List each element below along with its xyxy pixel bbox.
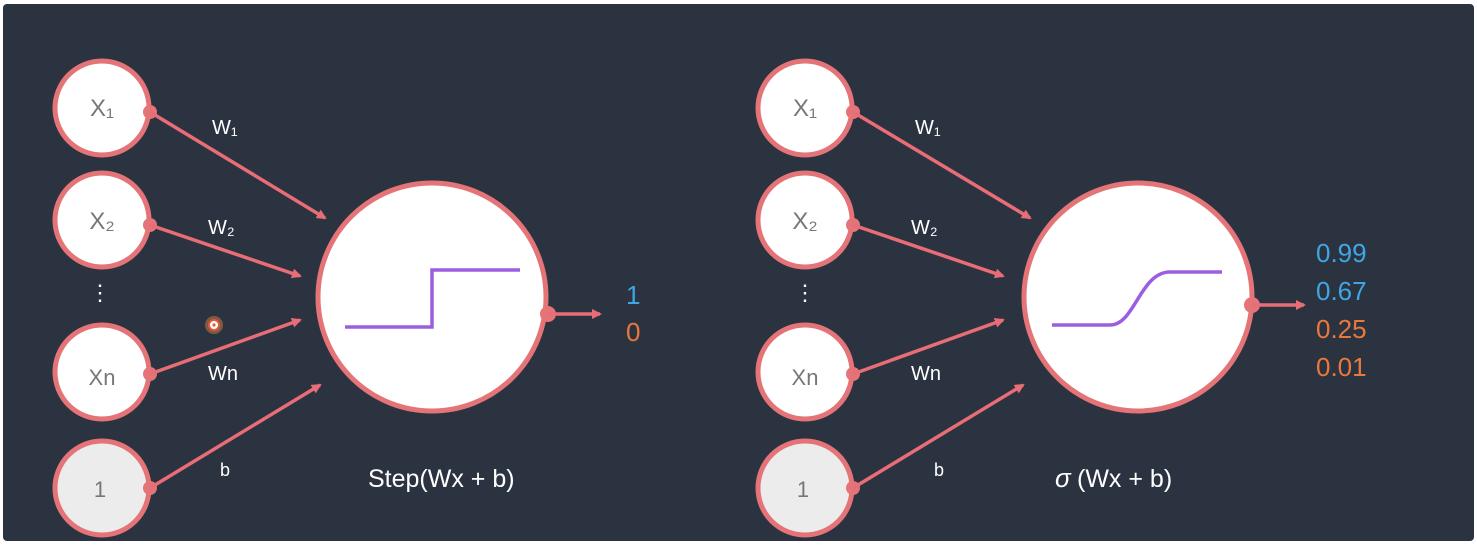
input-node-label: X₂ bbox=[792, 208, 817, 235]
bias-node-label: 1 bbox=[797, 477, 809, 502]
input-node-xn: Xn bbox=[755, 322, 860, 422]
activation-neuron bbox=[315, 180, 556, 414]
output-values: 0.99 0.67 0.25 0.01 bbox=[1316, 238, 1367, 382]
input-node-x1: X₁ bbox=[52, 58, 157, 158]
input-node-label: Xn bbox=[792, 365, 819, 390]
ellipsis-dots: ⋮ bbox=[89, 280, 111, 305]
bias-node: 1 bbox=[52, 438, 157, 538]
output-value-orange: 0.01 bbox=[1316, 352, 1367, 382]
output-value-blue: 0.99 bbox=[1316, 238, 1367, 268]
output-value-orange: 0.25 bbox=[1316, 314, 1367, 344]
weight-label-wn: Wn bbox=[911, 363, 941, 385]
function-label: (Wx + b) bbox=[1077, 465, 1172, 493]
input-node-label: X₁ bbox=[793, 95, 817, 122]
ellipsis-dots: ⋮ bbox=[794, 280, 816, 305]
weight-label-b: b bbox=[220, 460, 230, 480]
input-arrow bbox=[852, 223, 1005, 279]
weight-label-wn: Wn bbox=[208, 363, 238, 385]
step-function-icon bbox=[345, 268, 520, 329]
input-node-x2: X₂ bbox=[52, 170, 157, 270]
sigmoid-perceptron: X₁ X₂ ⋮ Xn 1 W₁ bbox=[755, 58, 1367, 538]
output-value-orange: 0 bbox=[626, 317, 640, 347]
input-node-label: X₂ bbox=[89, 208, 114, 235]
input-arrow bbox=[149, 318, 302, 376]
input-arrow bbox=[149, 223, 302, 279]
input-node-x2: X₂ bbox=[755, 170, 860, 270]
input-node-label: X₁ bbox=[90, 95, 114, 122]
activation-neuron bbox=[1021, 180, 1260, 414]
output-value-blue: 1 bbox=[626, 280, 640, 310]
output-value-blue: 0.67 bbox=[1316, 276, 1367, 306]
weight-label-w2: W₂ bbox=[911, 217, 938, 239]
weight-label-w1: W₁ bbox=[915, 117, 941, 139]
input-arrow bbox=[852, 383, 1025, 490]
output-values: 10 bbox=[626, 280, 640, 347]
weight-label-b: b bbox=[934, 460, 944, 480]
function-label: Step(Wx + b) bbox=[368, 465, 515, 493]
input-arrow bbox=[149, 110, 327, 220]
step-perceptron: X₁ X₂ ⋮ Xn 1 bbox=[52, 58, 640, 538]
input-node-xn: Xn bbox=[52, 322, 157, 422]
input-node-x1: X₁ bbox=[755, 58, 860, 158]
input-arrow bbox=[149, 383, 322, 490]
sigma-symbol: σ bbox=[1055, 463, 1072, 493]
sigmoid-function-icon bbox=[1052, 270, 1222, 327]
weight-label-w2: W₂ bbox=[208, 217, 235, 239]
bias-node-label: 1 bbox=[94, 477, 106, 502]
bias-node: 1 bbox=[755, 438, 860, 538]
input-arrow bbox=[852, 110, 1032, 220]
input-node-label: Xn bbox=[89, 365, 116, 390]
input-arrow bbox=[852, 318, 1005, 376]
weight-label-w1: W₁ bbox=[212, 117, 238, 139]
cursor-marker-icon bbox=[205, 316, 223, 334]
